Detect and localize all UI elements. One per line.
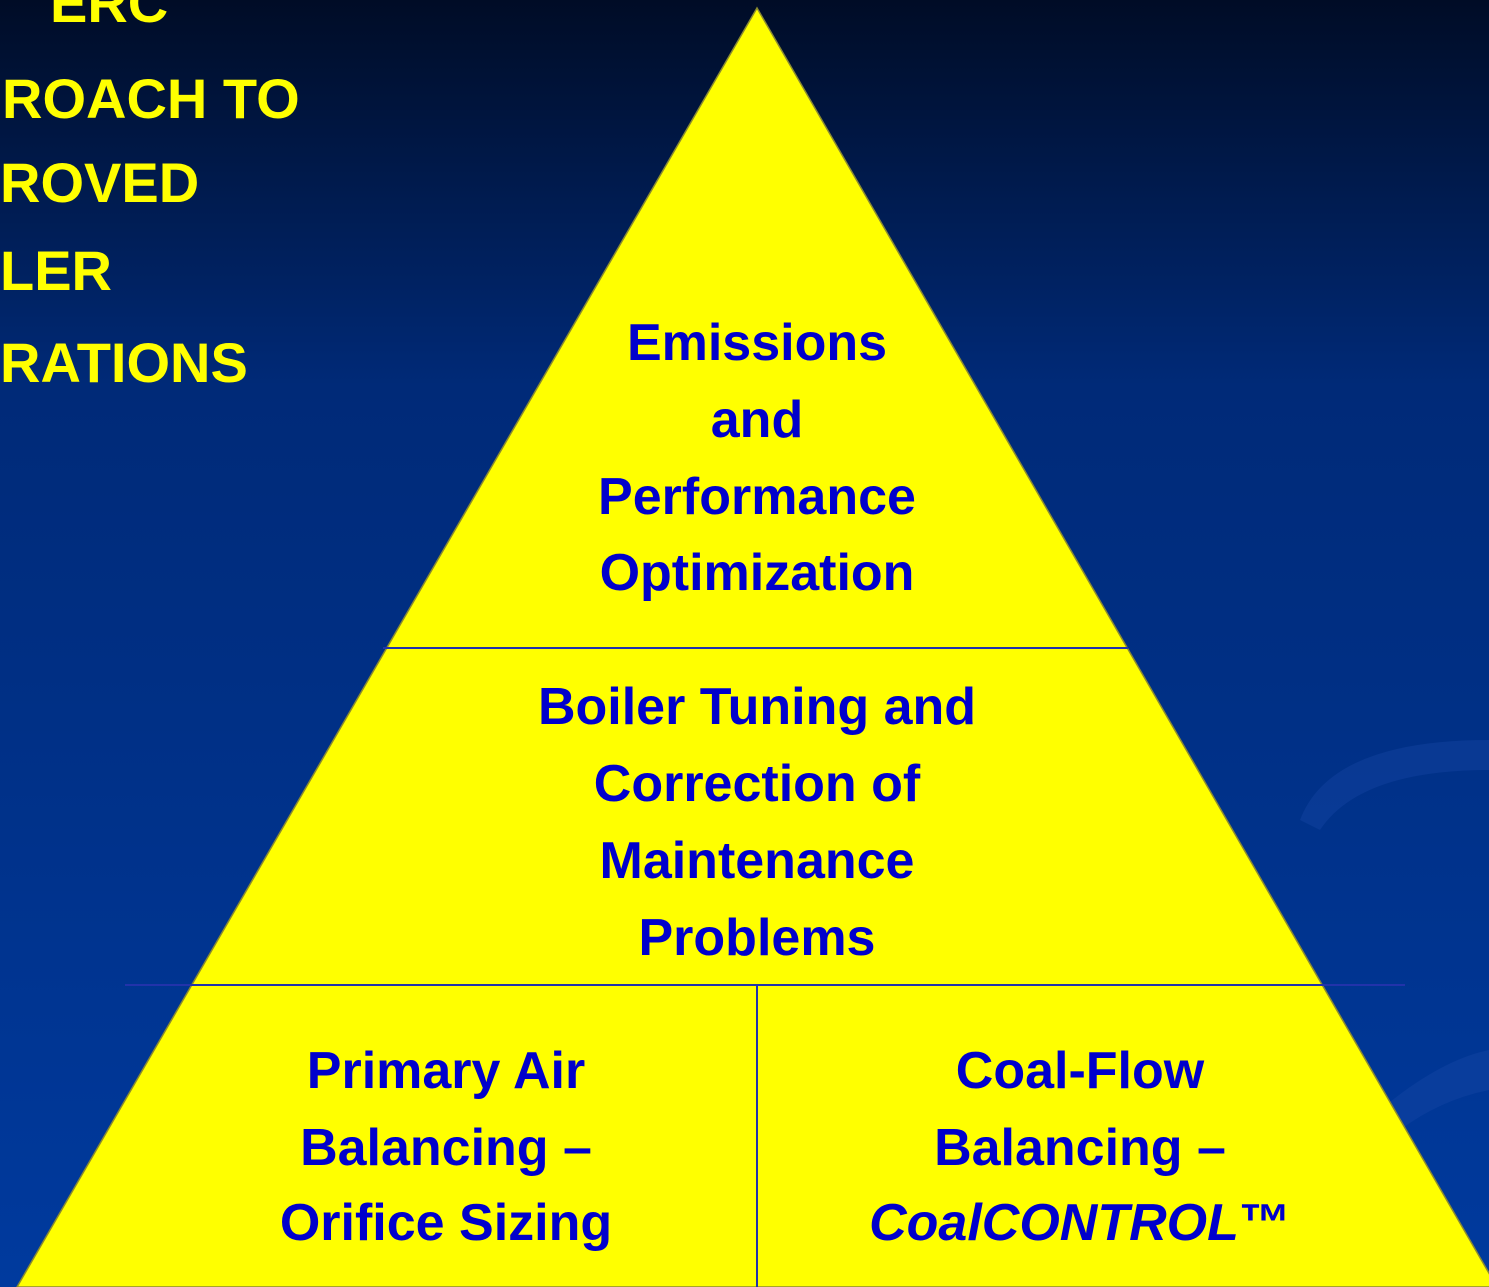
level-text: Performance [598,468,916,526]
level-text: and [711,391,803,449]
level-text: Boiler Tuning and [538,678,976,736]
level-text: Emissions [627,314,887,372]
level-text: Primary Air [307,1042,585,1100]
level-text: Optimization [600,544,915,602]
level-text: Balancing – [300,1119,592,1177]
brand-text: CoalCONTROL™ [869,1194,1291,1252]
level-text: Orifice Sizing [280,1194,612,1252]
level-text: Correction of [594,755,921,813]
title-line: ROACH TO [2,67,300,130]
swirl [1300,740,1489,830]
title-line: LER [0,239,112,302]
level-text: Problems [639,909,876,967]
level-text: Balancing – [934,1119,1226,1177]
trademark: ™ [1239,1194,1291,1252]
brand-name: CoalCONTROL [869,1194,1239,1252]
level-text: Coal-Flow [956,1042,1205,1100]
title: ERC ROACH TO ROVED LER RATIONS [0,0,300,394]
title-line: ERC [50,0,168,34]
level-text: Maintenance [600,832,915,890]
pyramid: Emissions and Performance Optimization B… [16,6,1489,1287]
swirl [1380,1050,1489,1130]
title-line: ROVED [0,151,199,214]
title-line: RATIONS [0,331,248,394]
